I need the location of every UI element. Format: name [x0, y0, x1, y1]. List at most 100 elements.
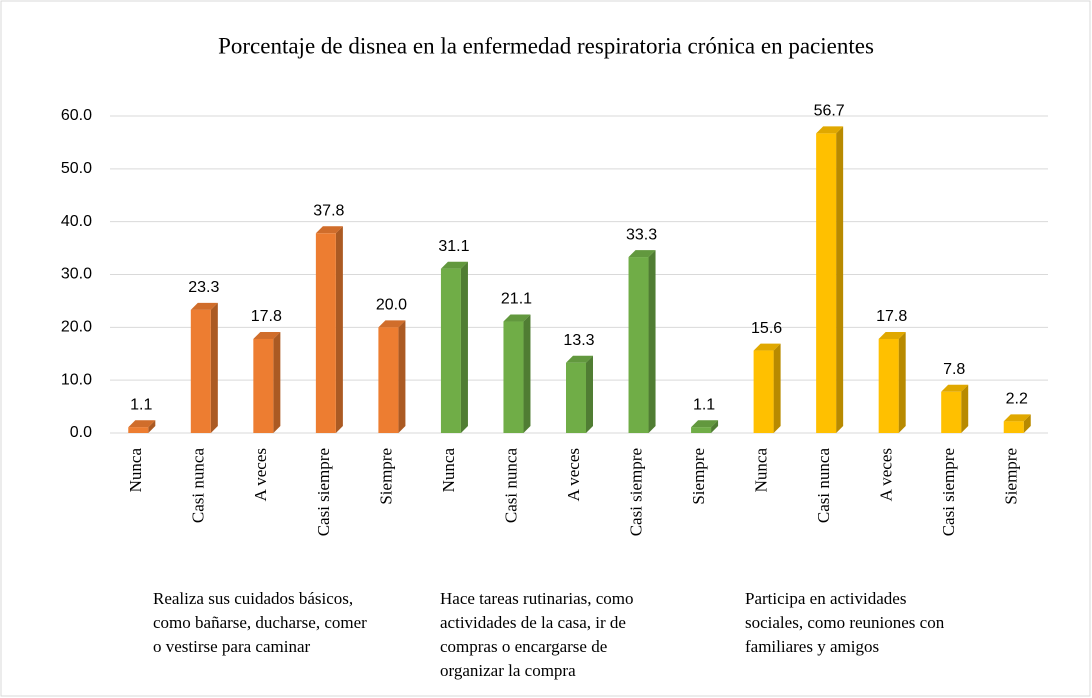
bar-side	[460, 261, 468, 433]
x-tick-label: Siempre	[1002, 448, 1021, 505]
data-label: 17.8	[876, 308, 907, 325]
data-label: 7.8	[943, 361, 965, 378]
bar-side-shade	[523, 314, 531, 433]
group-label: actividades de la casa, ir de	[440, 613, 626, 632]
bar-side-shade	[961, 384, 969, 433]
group-label: Realiza sus cuidados básicos,	[153, 589, 353, 608]
bar-side-shade	[210, 302, 218, 433]
data-label: 21.1	[501, 291, 532, 308]
bar-top-shade	[628, 250, 656, 258]
data-label: 20.0	[376, 297, 407, 314]
bar-side	[148, 420, 156, 433]
x-tick-label: Casi nunca	[814, 448, 833, 524]
group-label: o vestirse para caminar	[153, 637, 311, 656]
bar-top	[503, 314, 531, 322]
group-label: sociales, como reuniones con	[745, 613, 945, 632]
x-tick-label: Casi siempre	[939, 448, 958, 536]
bar-top-shade	[566, 355, 593, 363]
bar-top-shade	[1003, 414, 1031, 422]
bar-side-shade	[1023, 414, 1031, 433]
bar	[628, 257, 649, 433]
data-label: 37.8	[313, 203, 344, 220]
bar-side-shade	[398, 320, 406, 433]
x-tick-label: Siempre	[689, 448, 708, 505]
data-label: 2.2	[1006, 391, 1028, 408]
bar-side	[836, 126, 844, 433]
bar-side	[523, 314, 531, 433]
bar-side-shade	[148, 420, 156, 433]
data-label: 56.7	[814, 103, 845, 120]
bar-top-shade	[128, 420, 156, 428]
group-label: Hace tareas rutinarias, como	[440, 589, 634, 608]
group-label: Participa en actividades	[745, 589, 906, 608]
bar	[253, 338, 274, 433]
data-label: 1.1	[130, 396, 152, 413]
bar-side-shade	[273, 331, 281, 433]
bar-top	[253, 331, 281, 339]
y-tick-label: 10.0	[61, 371, 92, 388]
y-tick-label: 60.0	[61, 107, 92, 124]
bar-side-shade	[773, 343, 781, 433]
bar	[878, 338, 899, 433]
bar-side	[773, 343, 781, 433]
bar-top-shade	[941, 384, 969, 392]
bar-side-shade	[836, 126, 844, 433]
bar-top	[753, 343, 781, 351]
x-tick-label: Casi nunca	[189, 448, 208, 524]
y-tick-label: 40.0	[61, 213, 92, 230]
bar-top	[440, 261, 468, 269]
bar-side-shade	[586, 355, 593, 433]
bar	[566, 362, 586, 433]
bar-side-shade	[898, 331, 906, 433]
bar-side	[711, 420, 719, 433]
bar	[1003, 421, 1024, 433]
bar-side	[210, 302, 218, 433]
bar-side	[961, 384, 969, 433]
data-label: 31.1	[438, 238, 469, 255]
data-label: 17.8	[251, 308, 282, 325]
group-label: compras o encargarse de	[440, 637, 607, 656]
bar-side	[335, 226, 343, 433]
bar-top-shade	[503, 314, 531, 322]
bar-top-shade	[878, 331, 906, 339]
bar-side-shade	[335, 226, 343, 433]
bar	[128, 427, 149, 433]
bar-side	[273, 331, 281, 433]
bar	[440, 268, 461, 433]
bar-top	[128, 420, 156, 428]
bar-side-shade	[711, 420, 719, 433]
data-label: 13.3	[563, 332, 594, 349]
bar-top	[378, 320, 406, 328]
bar-top-shade	[378, 320, 406, 328]
bar	[753, 350, 774, 433]
x-tick-label: Casi siempre	[314, 448, 333, 536]
bar-top	[566, 355, 593, 363]
bar	[691, 427, 712, 433]
bar-top-shade	[190, 302, 218, 310]
data-label: 33.3	[626, 226, 657, 243]
x-tick-label: A veces	[251, 448, 270, 501]
x-tick-label: A veces	[877, 448, 896, 501]
bar	[315, 233, 336, 433]
bar	[941, 391, 962, 433]
bar-top-shade	[315, 226, 343, 234]
x-tick-label: Casi siempre	[626, 448, 645, 536]
bar-side	[398, 320, 406, 433]
bar	[190, 309, 211, 433]
bar	[503, 321, 524, 433]
bar-top	[190, 302, 218, 310]
bar-top-shade	[440, 261, 468, 269]
group-label: como bañarse, ducharse, comer	[153, 613, 367, 632]
bar-top	[691, 420, 719, 428]
bar-side-shade	[460, 261, 468, 433]
bar-top-shade	[691, 420, 719, 428]
group-label: organizar la compra	[440, 661, 576, 680]
bar-side-shade	[648, 250, 656, 433]
chart-title: Porcentaje de disnea en la enfermedad re…	[218, 33, 874, 58]
x-tick-label: Nunca	[439, 448, 458, 493]
bar-side	[898, 331, 906, 433]
bar	[378, 327, 399, 433]
x-tick-label: Nunca	[752, 448, 771, 493]
